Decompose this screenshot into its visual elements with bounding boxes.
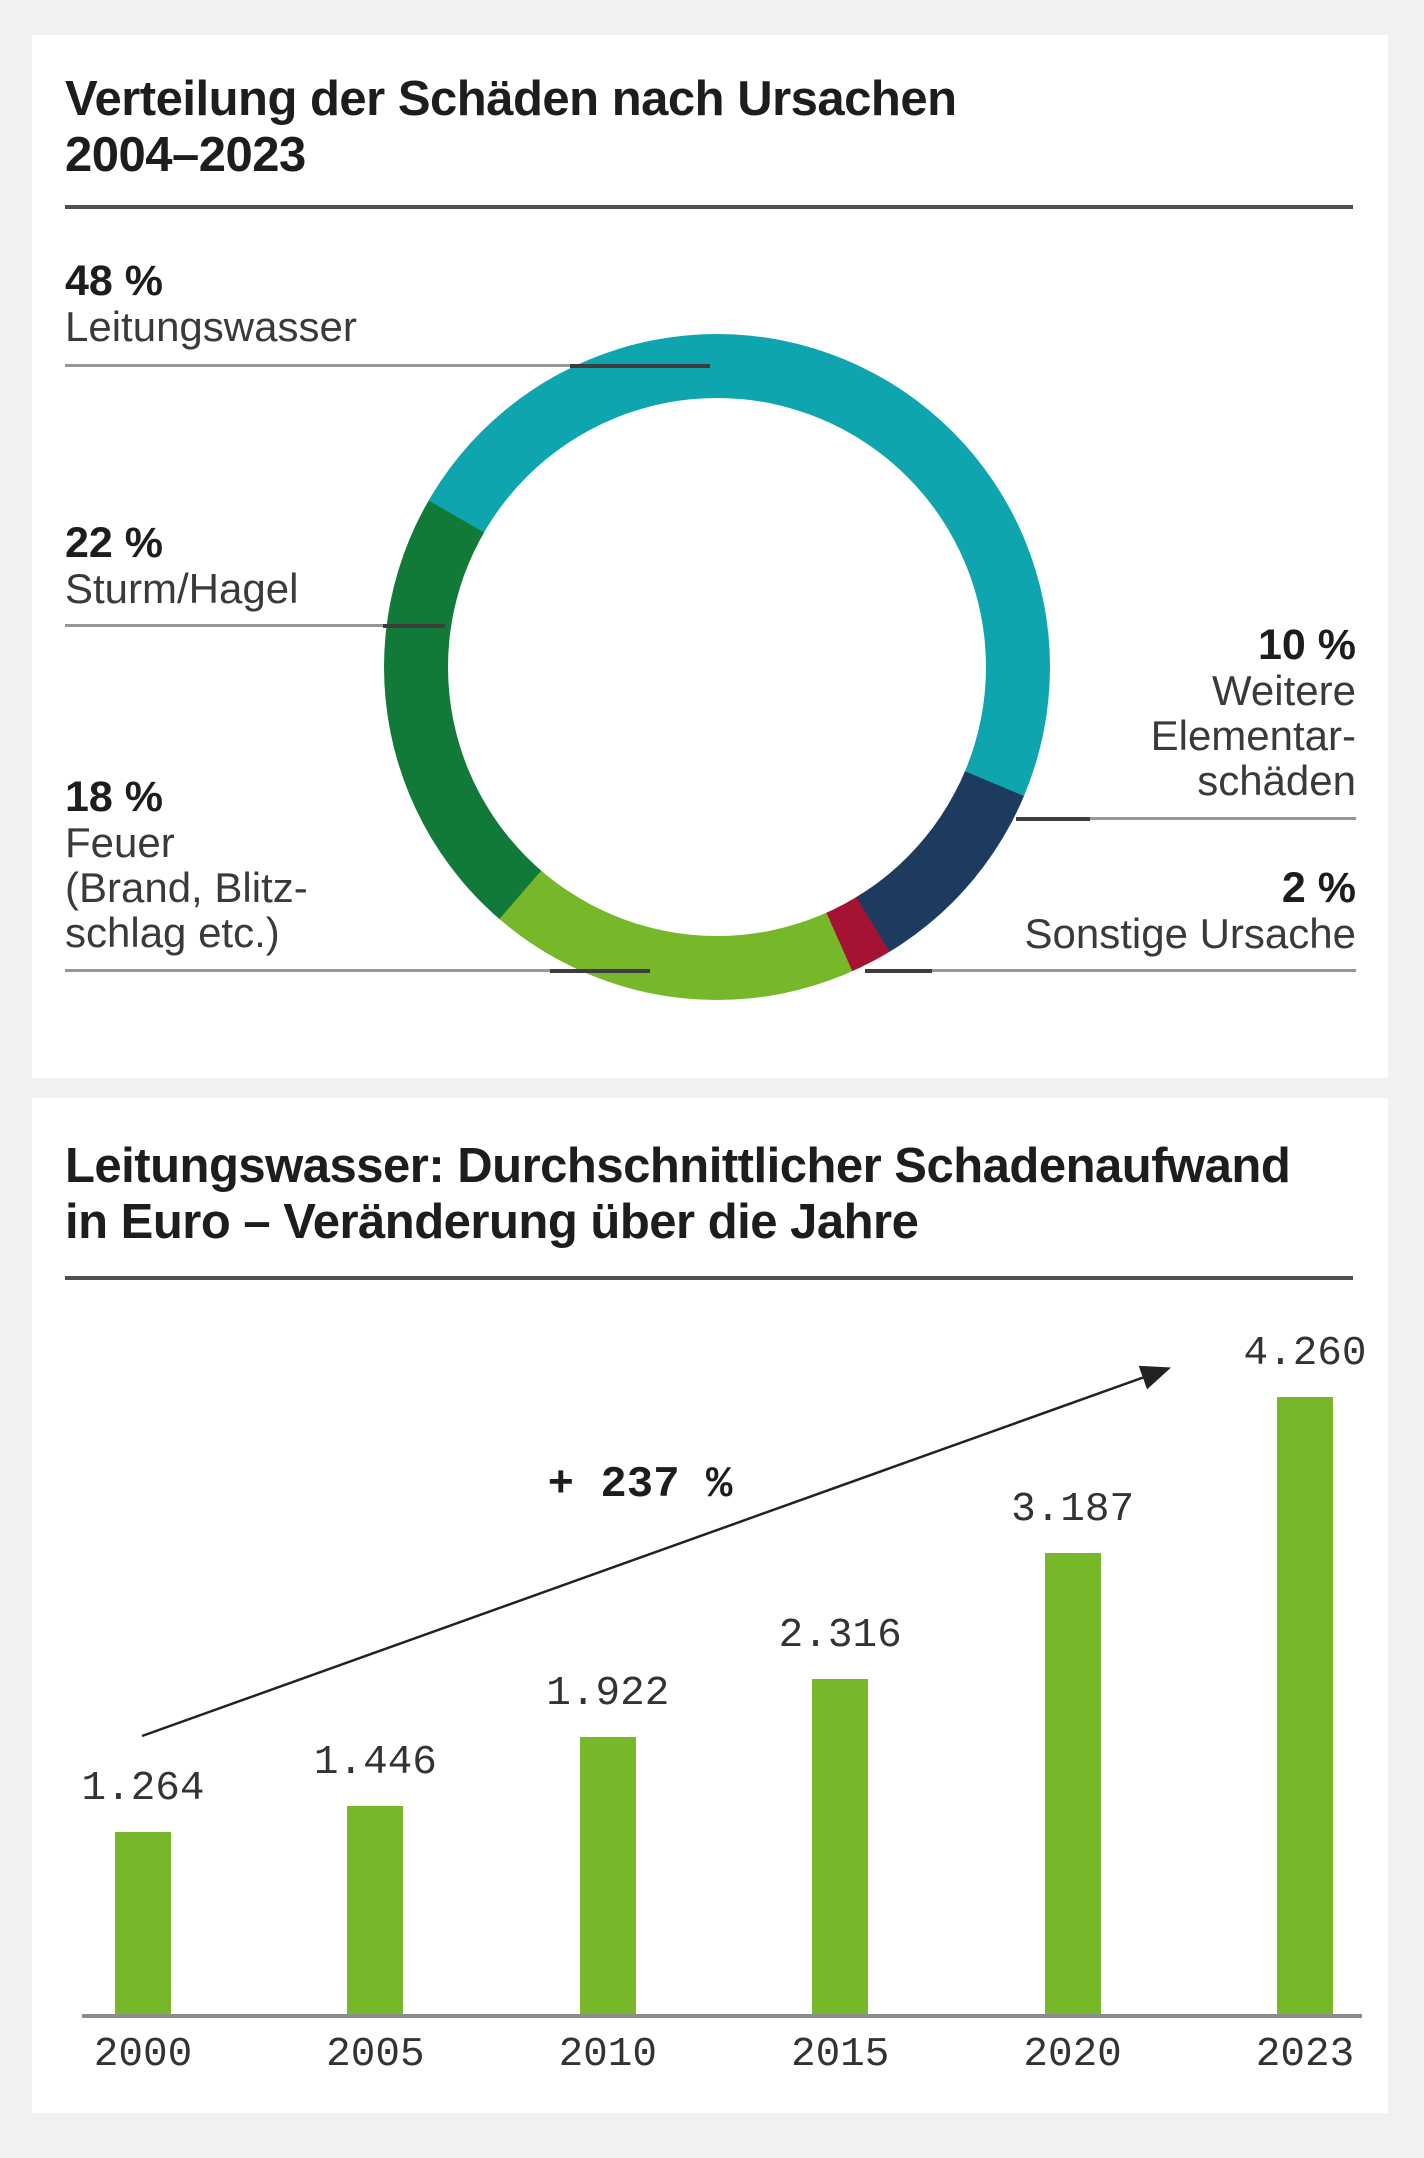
slice-label-feuer: 18 % Feuer (Brand, Blitz- schlag etc.) bbox=[65, 773, 308, 956]
bar-value-label-2000: 1.264 bbox=[81, 1766, 205, 1812]
bar-year-label-2010: 2010 bbox=[558, 2032, 657, 2078]
leader-line-leitungswasser bbox=[65, 364, 570, 367]
bar-2005 bbox=[347, 1806, 404, 2016]
slice-name-sturm-hagel: Sturm/Hagel bbox=[65, 565, 299, 612]
slice-label-weitere-elementarschaeden: 10 % Weitere Elementar- schäden bbox=[1150, 621, 1356, 804]
slice-name-feuer-1: Feuer bbox=[65, 819, 175, 866]
bar-2015 bbox=[812, 1679, 869, 2016]
leader-line-weitere-elementarschaeden bbox=[1090, 817, 1356, 820]
bar-year-label-2023: 2023 bbox=[1255, 2032, 1355, 2078]
bar-value-label-2020: 3.187 bbox=[1011, 1487, 1135, 1533]
bar-card-title: Leitungswasser: Durchschnittlicher Schad… bbox=[65, 1138, 1291, 1250]
leader-tip-sonstige-ursache bbox=[865, 969, 932, 973]
leader-line-sonstige-ursache bbox=[932, 969, 1356, 972]
x-axis-line bbox=[82, 2014, 1362, 2018]
pie-card-title: Verteilung der Schäden nach Ursachen 200… bbox=[65, 71, 957, 183]
slice-name-leitungswasser: Leitungswasser bbox=[65, 303, 357, 350]
bar-value-label-2010: 1.922 bbox=[546, 1671, 670, 1717]
slice-pct-feuer: 18 % bbox=[65, 773, 164, 821]
bar-title-line-2: in Euro – Veränderung über die Jahre bbox=[65, 1195, 919, 1249]
slice-name-sonstige-ursache: Sonstige Ursache bbox=[1024, 910, 1356, 957]
slice-pct-sonstige-ursache: 2 % bbox=[1281, 864, 1356, 912]
slice-name-feuer-3: schlag etc.) bbox=[65, 909, 280, 956]
leader-line-sturm-hagel bbox=[65, 624, 383, 627]
slice-name-weitere-3: schäden bbox=[1197, 757, 1356, 804]
leader-line-feuer bbox=[65, 969, 550, 972]
pie-title-rule bbox=[65, 205, 1353, 209]
trend-annotation: + 237 % bbox=[547, 1460, 733, 1510]
leader-tip-sturm-hagel bbox=[383, 624, 445, 628]
bar-2000 bbox=[115, 1832, 171, 2016]
bar-value-label-2005: 1.446 bbox=[313, 1740, 437, 1786]
slice-pct-weitere-elementarschaeden: 10 % bbox=[1257, 621, 1356, 669]
pie-title-line-2: 2004–2023 bbox=[65, 128, 306, 182]
leader-tip-leitungswasser bbox=[570, 364, 710, 368]
bar-2020 bbox=[1044, 1553, 1101, 2016]
bar-title-rule bbox=[65, 1276, 1353, 1280]
slice-name-weitere-1: Weitere bbox=[1212, 667, 1356, 714]
leader-tip-weitere-elementarschaeden bbox=[1016, 817, 1090, 821]
donut-chart bbox=[384, 334, 1050, 1000]
slice-label-leitungswasser: 48 % Leitungswasser bbox=[65, 257, 357, 350]
bar-year-label-2020: 2020 bbox=[1023, 2032, 1122, 2078]
slice-label-sonstige-ursache: 2 % Sonstige Ursache bbox=[1024, 864, 1356, 957]
trend-arrow bbox=[141, 1365, 1172, 1738]
bar-2010 bbox=[579, 1737, 636, 2016]
pie-title-line-1: Verteilung der Schäden nach Ursachen bbox=[65, 72, 957, 126]
bar-year-label-2015: 2015 bbox=[790, 2032, 890, 2078]
bar-year-label-2005: 2005 bbox=[326, 2032, 425, 2078]
bar-year-label-2000: 2000 bbox=[93, 2032, 193, 2078]
bar-value-label-2023: 4.260 bbox=[1243, 1331, 1367, 1377]
bar-value-label-2015: 2.316 bbox=[778, 1613, 902, 1659]
slice-pct-sturm-hagel: 22 % bbox=[65, 519, 164, 567]
slice-name-weitere-2: Elementar- bbox=[1150, 712, 1356, 759]
bar-title-line-1: Leitungswasser: Durchschnittlicher Schad… bbox=[65, 1139, 1291, 1193]
slice-label-sturm-hagel: 22 % Sturm/Hagel bbox=[65, 519, 299, 612]
slice-pct-leitungswasser: 48 % bbox=[65, 257, 164, 305]
trend-arrow-line bbox=[141, 1365, 1172, 1738]
leader-tip-feuer bbox=[550, 969, 650, 973]
pie-card: Verteilung der Schäden nach Ursachen 200… bbox=[32, 35, 1388, 1078]
slice-name-feuer-2: (Brand, Blitz- bbox=[65, 864, 308, 911]
bar-2023 bbox=[1277, 1397, 1333, 2016]
bar-card: Leitungswasser: Durchschnittlicher Schad… bbox=[32, 1098, 1388, 2113]
